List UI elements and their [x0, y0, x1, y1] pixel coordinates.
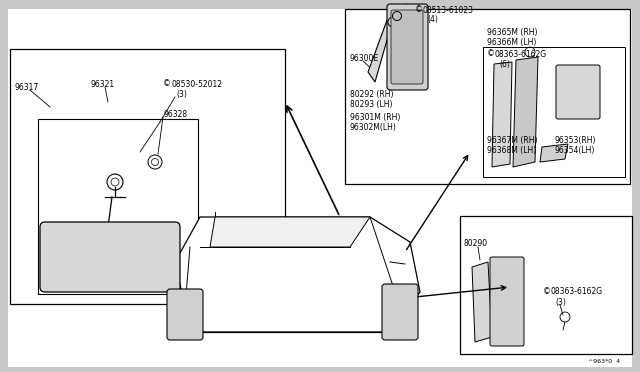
Text: 96368M (LH): 96368M (LH)	[487, 145, 536, 154]
FancyBboxPatch shape	[556, 65, 600, 119]
Text: 96328: 96328	[163, 109, 187, 119]
Text: 96365M (RH): 96365M (RH)	[487, 28, 538, 36]
Text: 08530-52012: 08530-52012	[172, 80, 223, 89]
Text: ©: ©	[415, 6, 423, 15]
Text: 80292 (RH): 80292 (RH)	[350, 90, 394, 99]
Polygon shape	[368, 12, 395, 82]
FancyBboxPatch shape	[391, 10, 423, 84]
Text: 96300E: 96300E	[350, 54, 379, 62]
Text: (6): (6)	[499, 60, 510, 68]
Text: 96302M(LH): 96302M(LH)	[350, 122, 397, 131]
Text: (3): (3)	[176, 90, 187, 99]
Bar	[10, 49, 285, 304]
Text: 96301M (RH): 96301M (RH)	[350, 112, 401, 122]
Text: (4): (4)	[427, 15, 438, 23]
Bar	[38, 119, 198, 294]
Text: 08363-6162G: 08363-6162G	[551, 288, 603, 296]
FancyBboxPatch shape	[387, 4, 428, 90]
Polygon shape	[175, 217, 420, 332]
Text: 96367M (RH): 96367M (RH)	[487, 135, 538, 144]
FancyBboxPatch shape	[40, 222, 180, 292]
FancyBboxPatch shape	[382, 284, 418, 340]
Text: ^963*0  4: ^963*0 4	[588, 359, 620, 364]
Text: 96317: 96317	[14, 83, 38, 92]
FancyBboxPatch shape	[167, 289, 203, 340]
Polygon shape	[492, 62, 512, 167]
Text: 80290: 80290	[464, 240, 488, 248]
Bar	[345, 9, 630, 184]
Polygon shape	[513, 57, 538, 167]
Text: 96353(RH): 96353(RH)	[555, 135, 596, 144]
Bar	[460, 216, 632, 354]
Text: 96366M (LH): 96366M (LH)	[487, 38, 536, 46]
Text: ©: ©	[543, 288, 551, 296]
Bar	[483, 47, 625, 177]
Text: (3): (3)	[555, 298, 566, 307]
Text: 08363-6162G: 08363-6162G	[495, 49, 547, 58]
Text: 80293 (LH): 80293 (LH)	[350, 99, 392, 109]
Text: ©: ©	[163, 80, 171, 89]
Text: ©: ©	[487, 49, 495, 58]
Polygon shape	[472, 262, 492, 342]
FancyBboxPatch shape	[490, 257, 524, 346]
Text: 08513-61023: 08513-61023	[423, 6, 474, 15]
Polygon shape	[540, 144, 568, 162]
Text: 96354(LH): 96354(LH)	[555, 145, 595, 154]
Text: 96321: 96321	[90, 80, 114, 89]
Polygon shape	[210, 217, 370, 247]
